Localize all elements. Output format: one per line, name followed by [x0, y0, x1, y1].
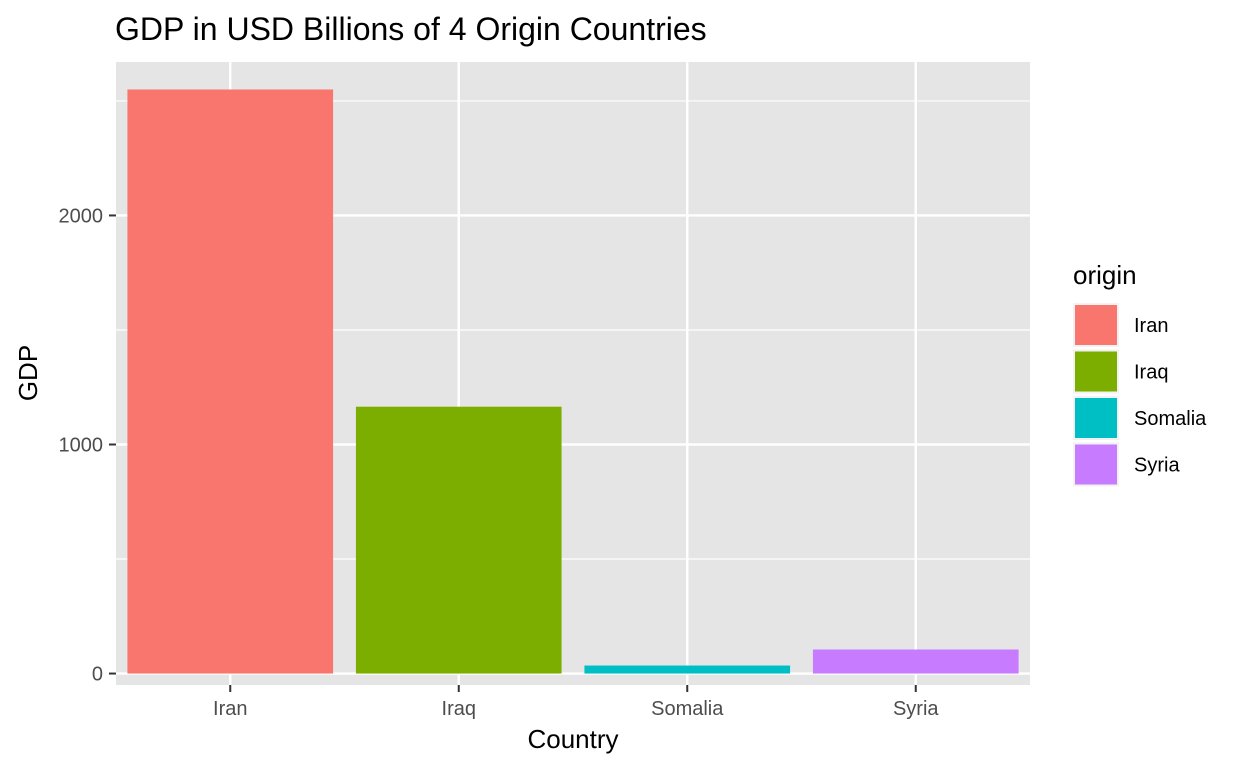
bar-somalia — [584, 665, 791, 674]
legend: origin Iran Iraq Somalia Syria — [1073, 260, 1207, 487]
legend-label-somalia: Somalia — [1134, 408, 1207, 430]
x-tick-label: Somalia — [651, 698, 724, 720]
y-tick-label: 1000 — [59, 435, 104, 457]
legend-label-iraq: Iraq — [1134, 362, 1168, 384]
legend-swatch-iraq — [1075, 351, 1117, 392]
legend-title: origin — [1073, 260, 1137, 290]
y-axis-title: GDP — [13, 345, 43, 401]
y-axis: 0 1000 2000 — [59, 205, 116, 686]
x-tick-label: Iraq — [442, 698, 476, 720]
legend-swatch-syria — [1075, 444, 1117, 485]
bar-iran — [127, 89, 334, 674]
bar-syria — [812, 649, 1019, 674]
x-axis: Iran Iraq Somalia Syria — [213, 685, 939, 720]
x-axis-title: Country — [527, 724, 618, 754]
legend-label-syria: Syria — [1134, 455, 1180, 477]
legend-swatch-iran — [1075, 305, 1117, 345]
chart-title: GDP in USD Billions of 4 Origin Countrie… — [115, 11, 707, 47]
bars — [127, 89, 1019, 674]
x-tick-label: Iran — [213, 698, 247, 720]
legend-label-iran: Iran — [1134, 315, 1168, 337]
legend-swatch-somalia — [1075, 398, 1117, 438]
y-tick-label: 0 — [92, 664, 103, 686]
bar-iraq — [355, 406, 562, 674]
y-tick-label: 2000 — [59, 205, 104, 227]
x-tick-label: Syria — [893, 698, 939, 720]
